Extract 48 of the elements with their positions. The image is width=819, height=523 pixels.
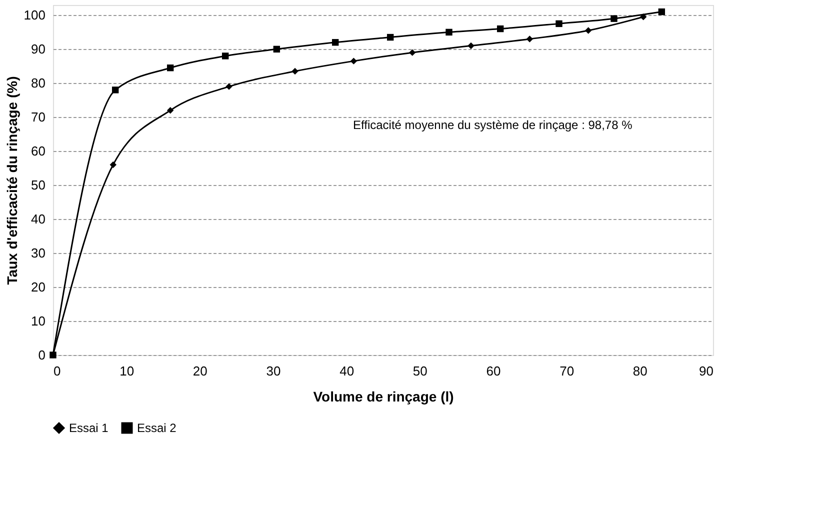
point — [496, 25, 504, 32]
point — [292, 68, 298, 75]
point — [222, 52, 229, 60]
x-tick-label: 20 — [192, 364, 208, 378]
point — [556, 20, 562, 28]
point — [226, 83, 232, 90]
y-tick-label: 80 — [31, 76, 46, 91]
point — [526, 36, 534, 42]
point — [610, 15, 618, 22]
x-tick-label: 90 — [699, 364, 714, 378]
y-tick-label: 0 — [38, 348, 46, 362]
legend-label: Essai 1 — [69, 421, 109, 435]
point — [468, 42, 474, 50]
point — [273, 46, 280, 53]
x-tick-label: 50 — [412, 364, 428, 378]
y-tick-label: 10 — [31, 314, 46, 329]
x-tick-label: 40 — [340, 364, 354, 378]
x-tick-label: 80 — [632, 364, 648, 378]
point — [446, 28, 452, 36]
x-tick-label: 60 — [486, 364, 501, 378]
y-axis-title: Taux d'efficacité du rinçage (%) — [4, 76, 20, 285]
point — [166, 64, 174, 72]
point — [50, 352, 56, 358]
y-tick-label: 90 — [31, 42, 46, 57]
x-axis-title: Volume de rinçage (l) — [313, 388, 454, 404]
y-tick-label: 60 — [31, 144, 46, 159]
point — [408, 49, 416, 56]
x-tick-label: 70 — [560, 364, 574, 378]
y-tick-label: 40 — [31, 212, 46, 227]
annotation: Efficacité moyenne du système de rinçage : 98,78 % — [353, 118, 633, 132]
x-tick-label: 0 — [54, 364, 61, 378]
y-tick-label: 70 — [31, 110, 46, 125]
y-tick-label: 30 — [31, 246, 46, 261]
x-tick-label: 30 — [266, 364, 281, 378]
point — [332, 39, 339, 46]
y-tick-label: 50 — [31, 178, 46, 193]
y-tick-label: 100 — [24, 8, 46, 23]
point — [640, 14, 647, 20]
legend-label: Essai 2 — [137, 421, 177, 435]
point — [112, 86, 119, 94]
point — [110, 161, 116, 168]
point — [584, 27, 592, 34]
point — [386, 34, 394, 41]
y-tick-label: 20 — [31, 280, 46, 295]
x-tick-label: 10 — [120, 364, 134, 378]
point — [658, 8, 666, 16]
point — [350, 58, 358, 64]
point — [166, 106, 174, 114]
